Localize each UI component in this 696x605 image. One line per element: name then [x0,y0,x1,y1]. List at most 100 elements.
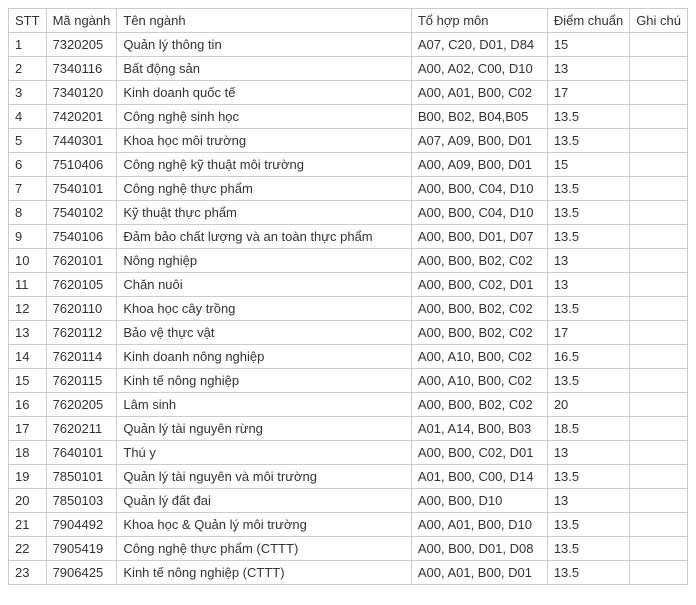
cell-ten-nganh: Khoa học & Quản lý môi trường [117,513,411,537]
cell-stt: 13 [9,321,47,345]
cell-ten-nganh: Công nghệ thực phẩm [117,177,411,201]
cell-stt: 15 [9,369,47,393]
cell-ma-nganh: 7640101 [46,441,117,465]
cell-to-hop-mon: A00, A10, B00, C02 [411,369,547,393]
cell-ma-nganh: 7850103 [46,489,117,513]
table-row: 237906425Kinh tế nông nghiệp (CTTT)A00, … [9,561,688,585]
cell-diem-chuan: 17 [547,81,629,105]
table-row: 217904492Khoa học & Quản lý môi trườngA0… [9,513,688,537]
cell-to-hop-mon: A00, A02, C00, D10 [411,57,547,81]
cell-diem-chuan: 13.5 [547,369,629,393]
cell-stt: 11 [9,273,47,297]
cell-ghi-chu [630,225,688,249]
header-row: STT Mã ngành Tên ngành Tổ hợp môn Điểm c… [9,9,688,33]
cell-to-hop-mon: A00, A10, B00, C02 [411,345,547,369]
cell-diem-chuan: 13.5 [547,201,629,225]
cell-diem-chuan: 15 [547,153,629,177]
cell-diem-chuan: 15 [547,33,629,57]
cell-ghi-chu [630,345,688,369]
cell-ten-nganh: Quản lý tài nguyên và môi trường [117,465,411,489]
table-row: 37340120Kinh doanh quốc tếA00, A01, B00,… [9,81,688,105]
cell-ma-nganh: 7320205 [46,33,117,57]
cell-ten-nganh: Quản lý tài nguyên rừng [117,417,411,441]
table-row: 167620205Lâm sinhA00, B00, B02, C0220 [9,393,688,417]
cell-diem-chuan: 20 [547,393,629,417]
cell-diem-chuan: 13.5 [547,225,629,249]
cell-stt: 8 [9,201,47,225]
cell-diem-chuan: 13.5 [547,537,629,561]
cell-diem-chuan: 13.5 [547,105,629,129]
cell-diem-chuan: 13 [547,273,629,297]
cell-ghi-chu [630,273,688,297]
cell-ten-nganh: Kỹ thuật thực phẩm [117,201,411,225]
cell-to-hop-mon: A00, B00, D10 [411,489,547,513]
col-header-stt: STT [9,9,47,33]
cell-diem-chuan: 13.5 [547,297,629,321]
cell-ghi-chu [630,441,688,465]
cell-ten-nganh: Quản lý đất đai [117,489,411,513]
cell-ma-nganh: 7540101 [46,177,117,201]
cell-ghi-chu [630,561,688,585]
table-row: 187640101Thú yA00, B00, C02, D0113 [9,441,688,465]
table-row: 157620115Kinh tế nông nghiệpA00, A10, B0… [9,369,688,393]
cell-stt: 2 [9,57,47,81]
cell-ma-nganh: 7620110 [46,297,117,321]
cell-stt: 3 [9,81,47,105]
table-row: 177620211Quản lý tài nguyên rừngA01, A14… [9,417,688,441]
table-row: 27340116Bất động sảnA00, A02, C00, D1013 [9,57,688,81]
cell-ghi-chu [630,153,688,177]
cell-stt: 4 [9,105,47,129]
cell-ten-nganh: Chăn nuôi [117,273,411,297]
cell-to-hop-mon: A00, B00, C02, D01 [411,441,547,465]
cell-ma-nganh: 7904492 [46,513,117,537]
cell-stt: 20 [9,489,47,513]
cell-to-hop-mon: A00, B00, D01, D07 [411,225,547,249]
col-header-ten-nganh: Tên ngành [117,9,411,33]
table-body: 17320205Quản lý thông tinA07, C20, D01, … [9,33,688,585]
cell-ten-nganh: Kinh tế nông nghiệp [117,369,411,393]
table-row: 107620101Nông nghiệpA00, B00, B02, C0213 [9,249,688,273]
cell-stt: 9 [9,225,47,249]
cell-ghi-chu [630,201,688,225]
cell-ma-nganh: 7540102 [46,201,117,225]
cell-ghi-chu [630,81,688,105]
table-row: 207850103Quản lý đất đaiA00, B00, D1013 [9,489,688,513]
table-row: 77540101Công nghệ thực phẩmA00, B00, C04… [9,177,688,201]
cell-ghi-chu [630,537,688,561]
cell-to-hop-mon: A00, A09, B00, D01 [411,153,547,177]
cell-to-hop-mon: A01, A14, B00, B03 [411,417,547,441]
table-row: 227905419Công nghệ thực phẩm (CTTT)A00, … [9,537,688,561]
cell-stt: 23 [9,561,47,585]
cell-ma-nganh: 7440301 [46,129,117,153]
cell-ma-nganh: 7906425 [46,561,117,585]
table-row: 137620112Bảo vệ thực vậtA00, B00, B02, C… [9,321,688,345]
cell-stt: 7 [9,177,47,201]
cell-to-hop-mon: A00, A01, B00, C02 [411,81,547,105]
cell-ghi-chu [630,417,688,441]
cell-ghi-chu [630,129,688,153]
cell-ten-nganh: Nông nghiệp [117,249,411,273]
cell-ma-nganh: 7620112 [46,321,117,345]
cell-diem-chuan: 13 [547,57,629,81]
table-row: 147620114Kinh doanh nông nghiệpA00, A10,… [9,345,688,369]
cell-ten-nganh: Bất động sản [117,57,411,81]
cell-ma-nganh: 7540106 [46,225,117,249]
cell-diem-chuan: 13.5 [547,561,629,585]
admission-table: STT Mã ngành Tên ngành Tổ hợp môn Điểm c… [8,8,688,585]
cell-ma-nganh: 7620211 [46,417,117,441]
cell-to-hop-mon: B00, B02, B04,B05 [411,105,547,129]
cell-ghi-chu [630,57,688,81]
cell-to-hop-mon: A00, A01, B00, D10 [411,513,547,537]
cell-ghi-chu [630,369,688,393]
col-header-ma-nganh: Mã ngành [46,9,117,33]
cell-ghi-chu [630,297,688,321]
cell-to-hop-mon: A00, B00, B02, C02 [411,393,547,417]
cell-diem-chuan: 13 [547,249,629,273]
cell-diem-chuan: 13.5 [547,465,629,489]
cell-stt: 10 [9,249,47,273]
cell-ma-nganh: 7620101 [46,249,117,273]
cell-ten-nganh: Lâm sinh [117,393,411,417]
cell-ghi-chu [630,321,688,345]
cell-stt: 16 [9,393,47,417]
cell-stt: 17 [9,417,47,441]
